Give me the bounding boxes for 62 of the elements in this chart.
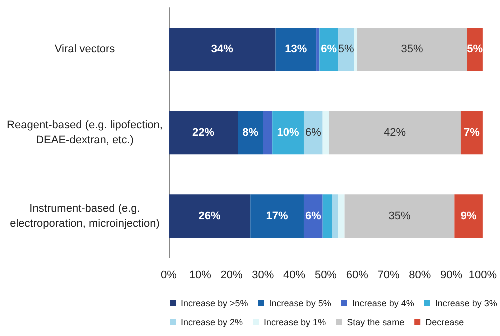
bar [316, 28, 320, 72]
x-tick-label: 70% [378, 270, 400, 282]
y-tick-label: Reagent-based (e.g. lipofection, DEAE-dextran, etc.) [7, 120, 163, 146]
data-label: 7% [464, 127, 480, 139]
legend-label: Stay the same [347, 318, 405, 328]
bar [329, 111, 461, 155]
legend-label: Increase by 4% [352, 298, 414, 308]
x-tick-label: 20% [220, 270, 244, 282]
data-label: 34% [211, 44, 234, 56]
data-label: 9% [460, 210, 477, 222]
legend-label: Increase by >5% [181, 298, 248, 308]
data-label: 17% [266, 210, 289, 222]
bar [304, 111, 323, 155]
bar [460, 111, 483, 155]
bar [338, 194, 345, 238]
data-label: 10% [277, 127, 300, 139]
bar [344, 194, 455, 238]
x-tick-label: 50% [314, 270, 338, 282]
bar [169, 111, 238, 155]
data-label: 22% [192, 127, 215, 139]
x-tick-label: 40% [284, 270, 306, 282]
data-label: 42% [384, 127, 406, 139]
x-tick-label: 10% [189, 270, 212, 282]
data-label: 5% [467, 44, 484, 56]
data-label: 8% [242, 127, 259, 139]
bar [304, 194, 323, 238]
bar [169, 194, 251, 238]
data-label: 5% [338, 44, 355, 56]
bar [467, 28, 483, 72]
bar [454, 194, 483, 238]
x-tick-label: 90% [440, 270, 463, 282]
data-label: 26% [198, 210, 222, 222]
bar [238, 111, 264, 155]
legend-label: Increase by 1% [264, 318, 326, 328]
bar [322, 111, 330, 155]
bar [320, 28, 339, 72]
legend-label: Increase by 5% [269, 298, 332, 308]
legend-label: Increase by 2% [181, 318, 244, 328]
bar [263, 111, 273, 155]
bar [276, 28, 317, 72]
y-tick-label: Instrument-based (e.g. electroporation, microinjection) [10, 202, 160, 230]
x-tick-label: 0% [161, 270, 178, 282]
bar [322, 194, 332, 238]
data-label: 13% [285, 44, 308, 56]
data-label: 6% [305, 210, 322, 222]
bar [354, 28, 358, 72]
x-tick-label: 60% [346, 270, 369, 282]
data-label: 35% [401, 44, 424, 56]
bar [272, 111, 304, 155]
bar [250, 194, 304, 238]
data-label: 6% [321, 44, 338, 56]
x-tick-label: 30% [252, 270, 274, 282]
legend-label: Increase by 3% [435, 298, 498, 308]
data-label: 6% [305, 127, 322, 139]
y-tick-label: Viral vectors [54, 44, 116, 56]
x-tick-label: 100% [468, 270, 498, 282]
legend-label: Decrease [426, 318, 464, 328]
data-label: 35% [388, 210, 411, 222]
bar [332, 194, 339, 238]
bar [169, 28, 276, 72]
x-tick-label: 80% [409, 270, 432, 282]
bar [357, 28, 468, 72]
